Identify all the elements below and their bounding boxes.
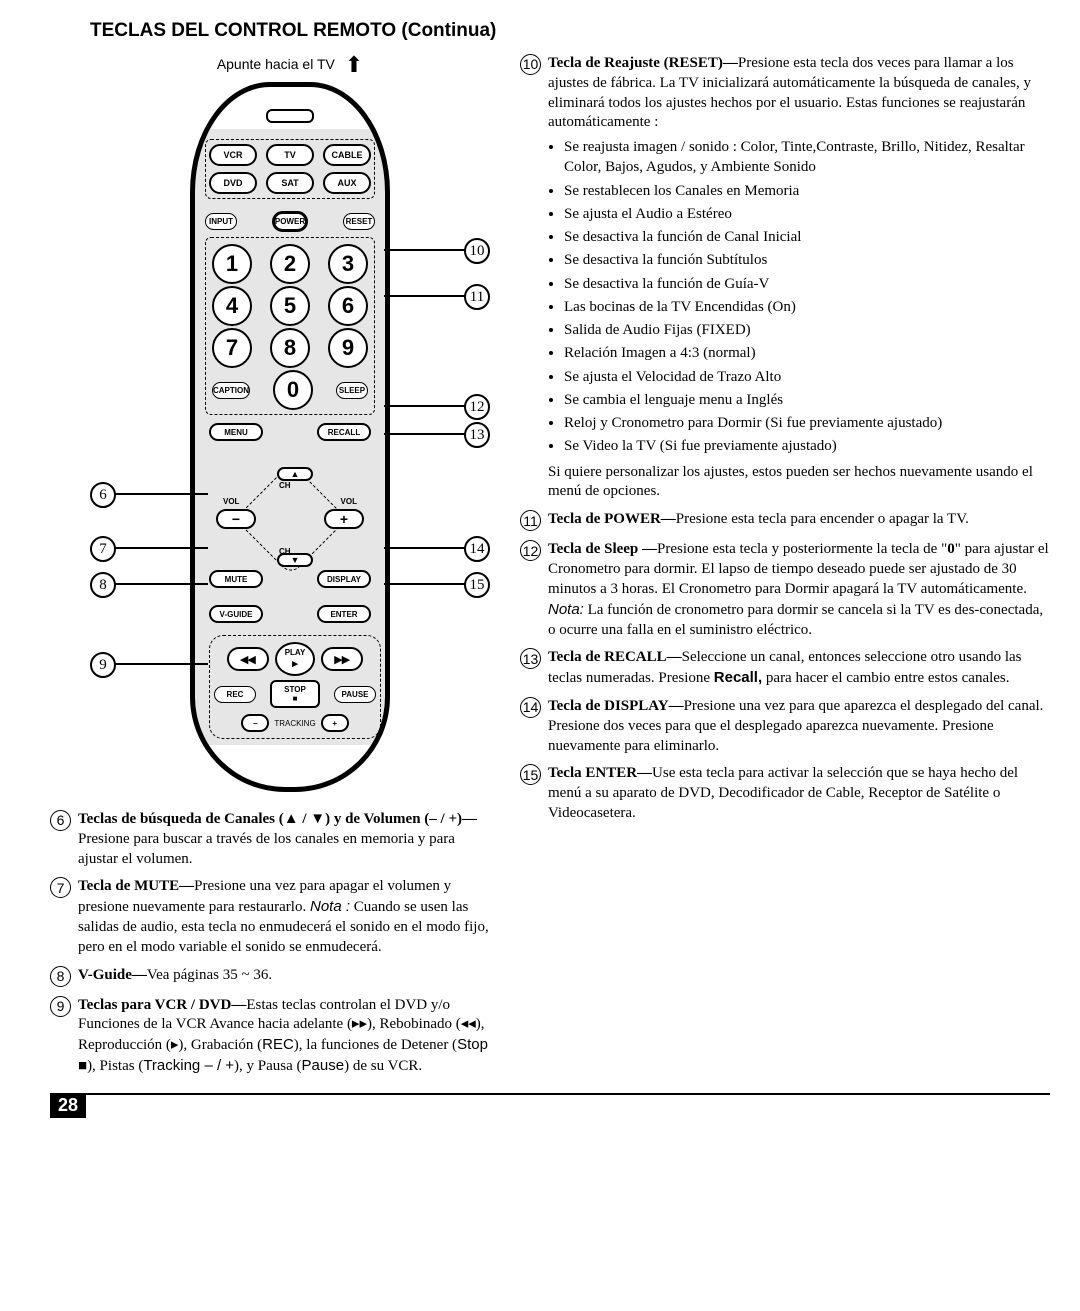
callout-13: 13 <box>464 422 490 448</box>
page-title: TECLAS DEL CONTROL REMOTO (Continua) <box>90 20 1050 42</box>
reset-button[interactable]: RESET <box>343 213 375 230</box>
remote-diagram: Apunte hacia el TV ⬆ 6 7 8 9 10 11 12 13… <box>90 52 490 792</box>
entry-10: 10 Tecla de Reajuste (RESET)—Presione es… <box>520 54 1050 502</box>
digit-7[interactable]: 7 <box>212 328 252 368</box>
caption-button[interactable]: CAPTION <box>212 382 250 399</box>
number-pad: 1 2 3 4 5 6 7 8 9 <box>205 237 375 415</box>
callout-10: 10 <box>464 238 490 264</box>
stop-button[interactable]: STOP■ <box>270 680 320 708</box>
cable-button[interactable]: CABLE <box>323 144 371 166</box>
vol-minus[interactable]: − <box>216 509 256 529</box>
device-select-box: VCR TV CABLE DVD SAT AUX <box>205 139 375 199</box>
callout-12: 12 <box>464 394 490 420</box>
callout-7: 7 <box>90 536 116 562</box>
entry-14: 14 Tecla de DISPLAY—Presione una vez par… <box>520 697 1050 756</box>
aux-button[interactable]: AUX <box>323 172 371 194</box>
play-button[interactable]: PLAY▸ <box>275 642 315 676</box>
entry-15: 15 Tecla ENTER—Use esta tecla para activ… <box>520 764 1050 823</box>
ir-led <box>266 109 314 123</box>
entry-12: 12 Tecla de Sleep —Presione esta tecla y… <box>520 540 1050 640</box>
sleep-button[interactable]: SLEEP <box>336 382 368 399</box>
playback-cluster: ◂◂ PLAY▸ ▸▸ REC STOP■ PAUSE − TRACKING + <box>209 635 381 739</box>
callout-14: 14 <box>464 536 490 562</box>
reset-bullets: Se reajusta imagen / sonido : Color, Tin… <box>564 137 1050 457</box>
entry-8: 8 V-Guide—Vea páginas 35 ~ 36. <box>50 966 490 988</box>
rec-button[interactable]: REC <box>214 686 256 703</box>
dvd-button[interactable]: DVD <box>209 172 257 194</box>
power-button[interactable]: POWER <box>272 211 308 232</box>
callout-11: 11 <box>464 284 490 310</box>
remote-caption: Apunte hacia el TV <box>217 56 335 72</box>
entry-13: 13 Tecla de RECALL—Seleccione un canal, … <box>520 648 1050 689</box>
digit-2[interactable]: 2 <box>270 244 310 284</box>
vguide-button[interactable]: V-GUIDE <box>209 605 263 623</box>
tracking-label: TRACKING <box>274 719 315 728</box>
digit-0[interactable]: 0 <box>273 370 313 410</box>
callout-6: 6 <box>90 482 116 508</box>
digit-9[interactable]: 9 <box>328 328 368 368</box>
enter-button[interactable]: ENTER <box>317 605 371 623</box>
entry-9: 9 Teclas para VCR / DVD—Estas teclas con… <box>50 996 490 1077</box>
tracking-plus[interactable]: + <box>321 714 349 732</box>
vol-plus[interactable]: + <box>324 509 364 529</box>
digit-4[interactable]: 4 <box>212 286 252 326</box>
digit-5[interactable]: 5 <box>270 286 310 326</box>
tv-button[interactable]: TV <box>266 144 314 166</box>
callout-9: 9 <box>90 652 116 678</box>
entry-7: 7 Tecla de MUTE—Presione una vez para ap… <box>50 877 490 957</box>
navigation-pad: ▲ ▼ − + CH CH VOL VOL <box>215 469 365 569</box>
rewind-button[interactable]: ◂◂ <box>227 647 269 671</box>
digit-6[interactable]: 6 <box>328 286 368 326</box>
entry-11: 11 Tecla de POWER—Presione esta tecla pa… <box>520 510 1050 532</box>
page-footer: 28 <box>50 1093 1050 1118</box>
pause-button[interactable]: PAUSE <box>334 686 376 703</box>
mute-button[interactable]: MUTE <box>209 570 263 588</box>
fastforward-button[interactable]: ▸▸ <box>321 647 363 671</box>
sat-button[interactable]: SAT <box>266 172 314 194</box>
recall-button[interactable]: RECALL <box>317 423 371 441</box>
display-button[interactable]: DISPLAY <box>317 570 371 588</box>
tracking-minus[interactable]: − <box>241 714 269 732</box>
menu-button[interactable]: MENU <box>209 423 263 441</box>
remote-body: VCR TV CABLE DVD SAT AUX INPU <box>190 82 390 792</box>
callout-8: 8 <box>90 572 116 598</box>
digit-3[interactable]: 3 <box>328 244 368 284</box>
entry-6: 6 Teclas de búsqueda de Canales (▲ / ▼) … <box>50 810 490 869</box>
callout-15: 15 <box>464 572 490 598</box>
arrow-up-icon: ⬆ <box>345 52 363 78</box>
vcr-button[interactable]: VCR <box>209 144 257 166</box>
input-button[interactable]: INPUT <box>205 213 237 230</box>
digit-1[interactable]: 1 <box>212 244 252 284</box>
page-number: 28 <box>50 1093 86 1118</box>
digit-8[interactable]: 8 <box>270 328 310 368</box>
